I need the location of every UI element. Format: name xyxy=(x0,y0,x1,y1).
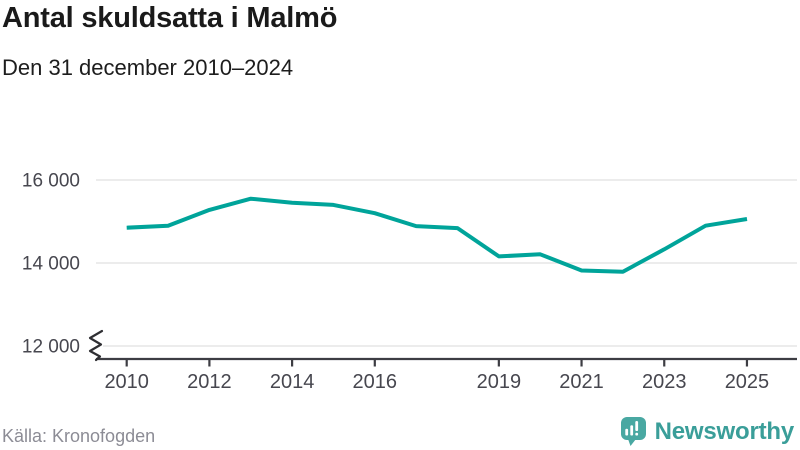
axis-break-icon xyxy=(88,329,104,362)
x-axis-ticks xyxy=(125,359,749,367)
y-tick-label: 12 000 xyxy=(22,337,80,358)
x-tick-label: 2025 xyxy=(725,371,770,393)
newsworthy-logo: Newsworthy xyxy=(620,417,795,447)
y-tick-label: 16 000 xyxy=(22,171,80,192)
newsworthy-logo-text: Newsworthy xyxy=(654,418,795,445)
x-tick-label: 2014 xyxy=(270,371,315,393)
x-tick-label: 2012 xyxy=(187,371,232,393)
x-tick-label: 2023 xyxy=(642,371,687,393)
y-tick-label: 14 000 xyxy=(22,254,80,275)
x-tick-label: 2019 xyxy=(477,371,522,393)
chart-title: Antal skuldsatta i Malmö xyxy=(2,2,338,34)
y-axis-labels: 16 000 14 000 12 000 xyxy=(22,171,80,358)
x-tick-label: 2021 xyxy=(559,371,604,393)
newsworthy-bar-chart-icon xyxy=(620,417,646,446)
source-credit: Källa: Kronofogden xyxy=(2,426,156,446)
data-series-line xyxy=(126,196,748,274)
x-tick-label: 2016 xyxy=(353,371,398,393)
gridlines xyxy=(96,179,797,347)
chart-subtitle: Den 31 december 2010–2024 xyxy=(2,55,294,80)
x-tick-label: 2010 xyxy=(104,371,149,393)
x-axis-labels: 2010 2012 2014 2016 2019 2021 2023 2025 xyxy=(104,371,769,393)
